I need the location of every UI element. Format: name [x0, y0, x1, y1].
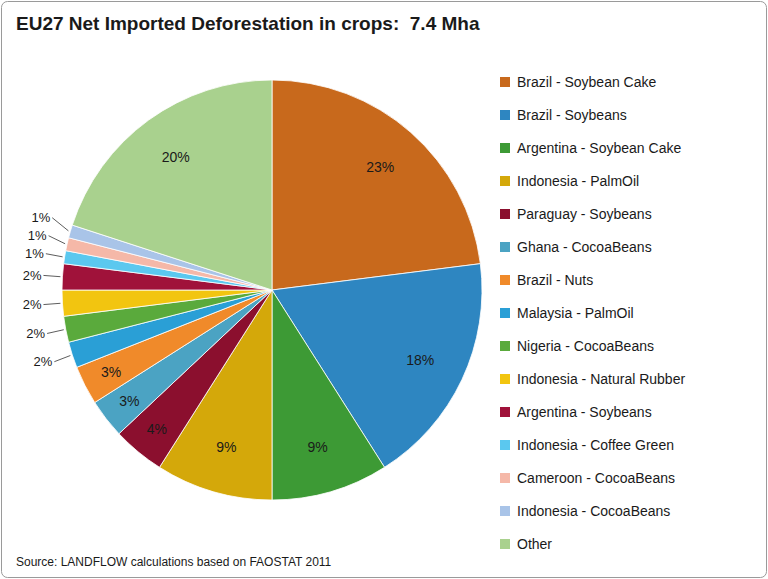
legend-swatch [500, 341, 510, 351]
legend-swatch [500, 440, 510, 450]
slice [72, 80, 272, 290]
slice [62, 290, 272, 316]
leader-line [47, 330, 64, 334]
data-label: 3% [119, 393, 139, 409]
leader-line [49, 236, 66, 244]
legend-swatch [500, 77, 510, 87]
legend-label: Nigeria - CocoaBeans [517, 338, 654, 354]
legend-label: Brazil - Soybeans [517, 107, 627, 123]
legend-label: Other [517, 536, 552, 552]
legend-label: Argentina - Soybeans [517, 404, 652, 420]
leader-line [43, 275, 60, 276]
legend-label: Malaysia - PalmOil [517, 305, 634, 321]
legend-label: Indonesia - PalmOil [517, 173, 639, 189]
source: Source: LANDFLOW calculations based on F… [16, 555, 332, 569]
legend-label: Brazil - Soybean Cake [517, 74, 657, 90]
data-label: 18% [406, 352, 434, 368]
legend-swatch [500, 176, 510, 186]
legend-label: Indonesia - Natural Rubber [517, 371, 685, 387]
data-label: 3% [101, 364, 121, 380]
frame [2, 2, 767, 578]
data-label: 4% [147, 421, 167, 437]
pie [62, 80, 482, 500]
legend-swatch [500, 143, 510, 153]
legend-swatch [500, 110, 510, 120]
legend-swatch [500, 374, 510, 384]
legend-label: Ghana - CocoaBeans [517, 239, 652, 255]
data-label: 9% [216, 439, 236, 455]
data-label: 1% [31, 210, 50, 225]
legend-label: Cameroon - CocoaBeans [517, 470, 675, 486]
legend-swatch [500, 539, 510, 549]
legend-swatch [500, 407, 510, 417]
legend-label: Indonesia - Coffee Green [517, 437, 674, 453]
data-labels: 23% 18% 9% 9% 4% 3% 3% 2% 2% 2% 2% 1% 1% 1% 20% [23, 149, 435, 455]
data-label: 1% [28, 228, 47, 243]
leader-line [46, 254, 63, 257]
chart: EU27 Net Imported Deforestation in crops… [0, 0, 768, 579]
legend-label: Indonesia - CocoaBeans [517, 503, 670, 519]
slice [272, 80, 480, 290]
legend-swatch [500, 209, 510, 219]
leader-line [52, 218, 68, 231]
legend-swatch [500, 473, 510, 483]
legend: Brazil - Soybean Cake Brazil - Soybeans Ar… [500, 74, 685, 552]
legend-swatch [500, 275, 510, 285]
title: EU27 Net Imported Deforestation in crops… [16, 13, 480, 34]
leader-line [43, 303, 60, 304]
data-label: 9% [308, 439, 328, 455]
leader-line [54, 356, 70, 362]
legend-swatch [500, 242, 510, 252]
legend-label: Paraguay - Soybeans [517, 206, 652, 222]
legend-label: Argentina - Soybean Cake [517, 140, 681, 156]
data-label: 2% [26, 326, 45, 341]
legend-label: Brazil - Nuts [517, 272, 593, 288]
slice [272, 290, 385, 500]
data-label: 1% [25, 246, 44, 261]
data-label: 20% [162, 149, 190, 165]
legend-swatch [500, 506, 510, 516]
data-label: 2% [23, 268, 42, 283]
data-label: 2% [34, 354, 53, 369]
data-label: 2% [23, 297, 42, 312]
data-label: 23% [366, 159, 394, 175]
legend-swatch [500, 308, 510, 318]
